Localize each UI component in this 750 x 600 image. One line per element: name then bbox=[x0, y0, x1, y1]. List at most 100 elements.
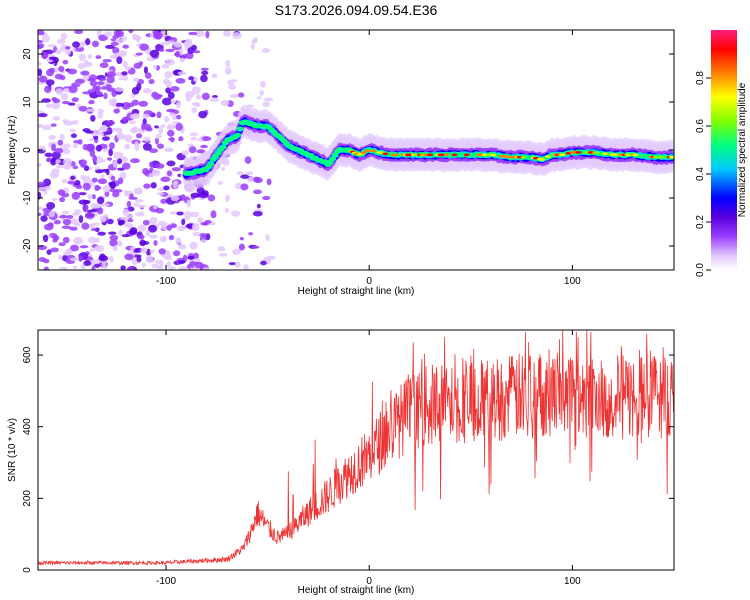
spectrogram-noise-cell bbox=[201, 92, 210, 101]
spectrogram-noise-cell bbox=[129, 193, 134, 199]
spectrogram-noise-cell bbox=[60, 32, 68, 40]
spectrogram-noise-cell bbox=[128, 120, 136, 125]
spectrogram-noise-cell bbox=[142, 113, 150, 119]
spectrogram-noise-cell bbox=[70, 218, 78, 225]
spectrogram-noise-cell bbox=[38, 186, 48, 191]
spectrogram-noise-cell bbox=[70, 133, 77, 139]
spectrogram-noise-cell bbox=[211, 73, 218, 79]
spectrogram-noise-cell bbox=[187, 143, 195, 147]
spectrogram-noise-cell bbox=[60, 44, 68, 52]
spectrogram-noise-cell bbox=[240, 174, 250, 179]
spectrogram-noise-cell bbox=[62, 218, 72, 226]
spectrogram-noise-cell bbox=[38, 181, 46, 187]
snr-x-tick-label: -100 bbox=[156, 576, 176, 587]
spectrogram-noise-cell bbox=[46, 68, 55, 77]
spectrogram-noise-cell bbox=[122, 162, 131, 170]
spectrogram-noise-cell bbox=[78, 199, 89, 205]
spectrogram-noise-cell bbox=[191, 107, 198, 114]
spectrogram-noise-cell bbox=[181, 218, 186, 226]
spectrogram-noise-cell bbox=[52, 197, 57, 202]
spectrogram-ridge-cell bbox=[236, 126, 244, 131]
spectrogram-noise-cell bbox=[194, 30, 205, 38]
spectrogram-ridge-cell bbox=[270, 129, 278, 134]
spectrogram-ridge-cell bbox=[219, 144, 227, 150]
spectrogram-noise-cell bbox=[125, 214, 134, 219]
spectrogram-noise-cell bbox=[78, 215, 84, 223]
spectrogram-noise-cell bbox=[181, 150, 189, 156]
spectrogram-noise-cell bbox=[61, 225, 72, 229]
spectrogram-noise-cell bbox=[82, 182, 91, 191]
spectrogram-x-tick-label: 0 bbox=[366, 276, 372, 287]
spectrogram-ridge-cell bbox=[207, 162, 215, 167]
spectrogram-noise-cell bbox=[188, 31, 198, 36]
spectrogram-noise-cell bbox=[108, 148, 114, 157]
spectrogram-noise-cell bbox=[180, 225, 187, 230]
spectrogram-noise-cell bbox=[69, 226, 78, 231]
spectrogram-noise-cell bbox=[156, 143, 165, 149]
spectrogram-noise-cell bbox=[99, 62, 109, 69]
spectrogram-noise-cell bbox=[231, 32, 242, 40]
spectrogram-noise-cell bbox=[48, 134, 57, 140]
spectrogram-noise-cell bbox=[155, 133, 162, 140]
spectrogram-noise-cell bbox=[46, 249, 52, 255]
spectrogram-noise-cell bbox=[102, 185, 110, 193]
spectrogram-noise-cell bbox=[49, 170, 59, 179]
spectrogram-noise-cell bbox=[94, 184, 100, 192]
spectrogram-noise-cell bbox=[59, 133, 65, 141]
spectrogram-noise-cell bbox=[228, 262, 236, 266]
spectrogram-noise-cell bbox=[168, 234, 175, 241]
spectrogram-noise-cell bbox=[187, 256, 195, 260]
spectrogram-noise-cell bbox=[38, 75, 48, 83]
spectrogram-noise-cell bbox=[41, 34, 50, 43]
spectrogram-noise-cell bbox=[119, 171, 127, 180]
spectrogram-noise-cell bbox=[177, 260, 186, 264]
spectrogram-peak-cell bbox=[520, 155, 527, 159]
spectrogram-noise-cell bbox=[176, 114, 182, 120]
spectrogram-noise-cell bbox=[82, 128, 91, 133]
spectrogram-noise-cell bbox=[205, 30, 210, 39]
spectrogram-noise-cell bbox=[80, 264, 86, 270]
spectrogram-noise-cell bbox=[44, 152, 53, 157]
spectrogram-noise-cell bbox=[194, 102, 201, 108]
spectrogram-noise-cell bbox=[94, 263, 101, 268]
spectrogram-noise-cell bbox=[188, 146, 197, 154]
spectrogram-noise-cell bbox=[63, 252, 71, 256]
spectrogram-noise-cell bbox=[74, 46, 85, 52]
colorbar-tick-label: 0.8 bbox=[695, 71, 706, 85]
spectrogram-noise-cell bbox=[87, 236, 98, 244]
spectrogram-noise-cell bbox=[177, 71, 187, 76]
spectrogram-noise-cell bbox=[63, 143, 71, 149]
spectrogram-noise-cell bbox=[252, 189, 262, 195]
spectrogram-noise-cell bbox=[149, 49, 160, 58]
spectrogram-noise-cell bbox=[210, 210, 217, 219]
spectrogram-noise-cell bbox=[121, 71, 128, 76]
spectrogram-noise-cell bbox=[69, 244, 79, 252]
spectrogram-noise-cell bbox=[117, 220, 123, 226]
spectrogram-noise-cell bbox=[244, 156, 252, 164]
spectrogram-noise-cell bbox=[148, 173, 155, 178]
spectrogram-noise-cell bbox=[232, 248, 242, 256]
spectrogram-noise-cell bbox=[59, 75, 66, 81]
spectrogram-noise-cell bbox=[156, 192, 165, 196]
spectrogram-noise-cell bbox=[145, 230, 151, 237]
spectrogram-peak-cell bbox=[559, 153, 566, 157]
spectrogram-noise-cell bbox=[106, 218, 114, 225]
spectrogram-noise-cell bbox=[126, 267, 134, 270]
spectrogram-noise-cell bbox=[179, 57, 185, 63]
spectrogram-noise-cell bbox=[138, 100, 149, 107]
spectrogram-noise-cell bbox=[170, 99, 177, 104]
spectrogram-noise-cell bbox=[193, 50, 201, 54]
spectrogram-noise-cell bbox=[106, 87, 116, 92]
spectrogram-noise-cell bbox=[130, 158, 140, 164]
spectrogram-noise-cell bbox=[145, 127, 153, 132]
spectrogram-noise-cell bbox=[170, 223, 177, 229]
spectrogram-noise-cell bbox=[66, 214, 74, 219]
spectrogram-noise-cell bbox=[41, 51, 49, 59]
spectrogram-noise-cell bbox=[265, 234, 270, 242]
spectrogram-noise-cell bbox=[54, 147, 64, 154]
spectrogram-noise-cell bbox=[38, 61, 42, 66]
spectrogram-noise-cell bbox=[161, 97, 172, 106]
spectrogram-noise-cell bbox=[219, 253, 228, 257]
spectrogram-noise-cell bbox=[228, 84, 237, 90]
spectrogram-noise-cell bbox=[192, 231, 201, 237]
